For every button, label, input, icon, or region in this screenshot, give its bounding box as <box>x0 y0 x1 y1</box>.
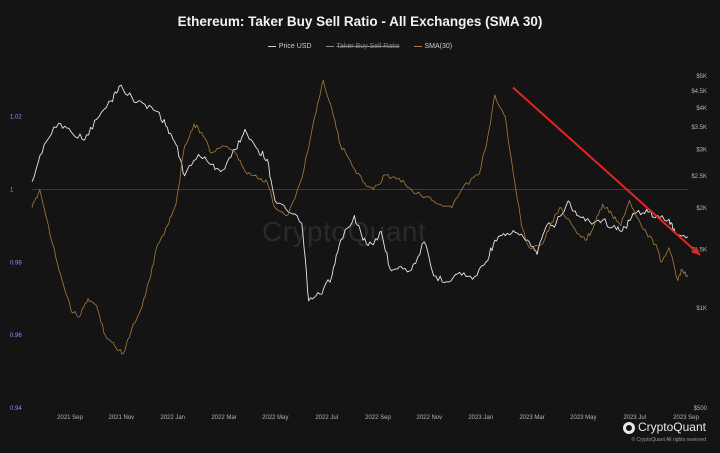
right-axis-tick-label: $2K <box>696 206 707 212</box>
left-axis-tick-label: 0.94 <box>10 406 22 412</box>
legend-price-line-icon <box>267 45 276 47</box>
chart-title: Ethereum: Taker Buy Sell Ratio - All Exc… <box>177 14 543 29</box>
x-axis-tick-label: 2021 Nov <box>108 415 134 421</box>
cryptoquant-logo-icon <box>622 421 635 434</box>
left-axis-tick-label: 0.96 <box>10 333 22 339</box>
legend-taker-line-icon <box>325 45 334 47</box>
left-axis-tick-label: 1.02 <box>10 115 22 121</box>
legend-price-usd[interactable]: Price USD <box>267 43 312 50</box>
x-axis-tick-label: 2022 Jul <box>315 415 338 421</box>
x-axis-tick-label: 2023 Sep <box>673 415 699 421</box>
legend-sma30[interactable]: SMA(30) <box>413 43 453 50</box>
right-axis-tick-label: $500 <box>694 406 708 412</box>
right-axis-tick-label: $2.5K <box>691 174 707 180</box>
x-axis-tick-label: 2022 Jan <box>160 415 185 421</box>
legend-price-label: Price USD <box>278 43 312 50</box>
x-axis-tick-label: 2022 May <box>262 415 288 421</box>
x-axis-tick-label: 2022 Sep <box>365 415 391 421</box>
x-axis-tick-label: 2023 Jan <box>468 415 493 421</box>
x-axis-tick-label: 2023 May <box>570 415 596 421</box>
right-axis-tick-label: $3K <box>696 147 707 153</box>
trend-arrow-head <box>691 246 700 256</box>
brand-name: CryptoQuant <box>637 420 706 434</box>
right-axis-tick-label: $1K <box>696 306 707 312</box>
legend-sma-label: SMA(30) <box>424 43 453 50</box>
right-axis-tick-label: $1.5K <box>691 247 707 253</box>
left-axis-tick-label: 1 <box>10 187 14 193</box>
right-axis-tick-label: $4K <box>696 106 707 112</box>
legend-taker-ratio[interactable]: Taker Buy Sell Ratio <box>325 43 400 50</box>
legend-sma-line-icon <box>413 45 422 47</box>
right-axis-tick-label: $4.5K <box>691 89 707 95</box>
brand-logo: CryptoQuant <box>622 420 706 434</box>
x-axis-tick-label: 2022 Nov <box>416 415 442 421</box>
x-axis-tick-label: 2023 Mar <box>519 415 544 421</box>
x-axis-tick-label: 2022 Mar <box>211 415 236 421</box>
watermark: CryptoQuant <box>262 216 427 247</box>
left-axis-tick-label: 0.98 <box>10 260 22 266</box>
right-axis-tick-label: $5K <box>696 74 707 80</box>
x-axis-tick-label: 2023 Jul <box>623 415 646 421</box>
x-axis-tick-label: 2021 Sep <box>57 415 83 421</box>
trend-arrow-line <box>512 86 701 256</box>
chart-legend: Price USD Taker Buy Sell Ratio SMA(30) <box>0 43 720 50</box>
sma30-line <box>31 79 689 355</box>
price-usd-line <box>31 84 689 302</box>
legend-taker-label: Taker Buy Sell Ratio <box>336 43 400 50</box>
copyright: © CryptoQuant All rights reserved <box>631 437 706 443</box>
right-axis-tick-label: $3.5K <box>691 125 707 131</box>
